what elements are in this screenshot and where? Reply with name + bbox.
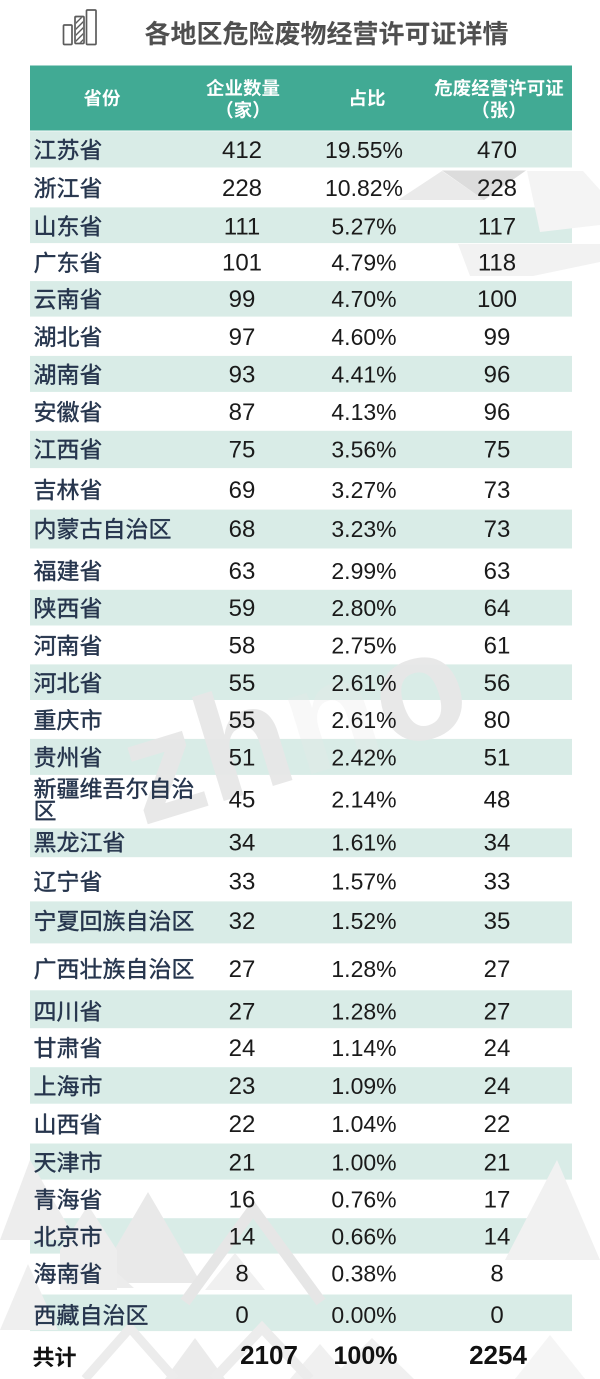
svg-text:35: 35 bbox=[484, 908, 511, 935]
svg-text:4.70%: 4.70% bbox=[331, 286, 396, 312]
svg-text:1.04%: 1.04% bbox=[331, 1111, 396, 1137]
svg-text:80: 80 bbox=[484, 707, 511, 734]
svg-text:2.75%: 2.75% bbox=[331, 633, 396, 659]
svg-text:101: 101 bbox=[222, 250, 262, 277]
svg-text:27: 27 bbox=[484, 998, 511, 1025]
svg-text:24: 24 bbox=[229, 1035, 256, 1062]
svg-text:33: 33 bbox=[484, 869, 511, 896]
svg-text:63: 63 bbox=[229, 558, 256, 585]
svg-text:23: 23 bbox=[229, 1073, 256, 1100]
svg-text:3.56%: 3.56% bbox=[331, 436, 396, 462]
svg-text:64: 64 bbox=[484, 595, 511, 622]
svg-text:22: 22 bbox=[484, 1111, 511, 1138]
svg-text:14: 14 bbox=[484, 1224, 511, 1251]
svg-text:0.76%: 0.76% bbox=[331, 1187, 396, 1213]
svg-text:34: 34 bbox=[229, 829, 256, 856]
svg-text:2107: 2107 bbox=[240, 1340, 298, 1370]
svg-text:69: 69 bbox=[229, 477, 256, 504]
svg-text:228: 228 bbox=[222, 175, 262, 202]
svg-text:75: 75 bbox=[229, 436, 256, 463]
svg-text:0.66%: 0.66% bbox=[331, 1224, 396, 1250]
svg-text:27: 27 bbox=[229, 956, 256, 983]
svg-text:2.80%: 2.80% bbox=[331, 595, 396, 621]
svg-text:21: 21 bbox=[484, 1149, 511, 1176]
svg-text:99: 99 bbox=[229, 286, 256, 313]
svg-text:1.09%: 1.09% bbox=[331, 1073, 396, 1099]
svg-text:21: 21 bbox=[229, 1149, 256, 1176]
svg-text:97: 97 bbox=[229, 324, 256, 351]
svg-text:96: 96 bbox=[484, 399, 511, 426]
svg-text:87: 87 bbox=[229, 399, 256, 426]
svg-text:63: 63 bbox=[484, 558, 511, 585]
svg-text:100: 100 bbox=[477, 286, 517, 313]
svg-text:2.99%: 2.99% bbox=[331, 558, 396, 584]
svg-text:2.14%: 2.14% bbox=[331, 787, 396, 813]
svg-text:100%: 100% bbox=[334, 1342, 398, 1370]
svg-text:5.27%: 5.27% bbox=[331, 213, 396, 239]
svg-text:16: 16 bbox=[229, 1187, 256, 1214]
svg-text:0: 0 bbox=[235, 1302, 248, 1329]
svg-text:2.61%: 2.61% bbox=[331, 707, 396, 733]
svg-text:4.41%: 4.41% bbox=[331, 362, 396, 388]
svg-text:59: 59 bbox=[229, 595, 256, 622]
svg-text:27: 27 bbox=[229, 998, 256, 1025]
svg-text:1.28%: 1.28% bbox=[331, 998, 396, 1024]
svg-text:68: 68 bbox=[229, 516, 256, 543]
svg-text:4.60%: 4.60% bbox=[331, 324, 396, 350]
svg-text:4.13%: 4.13% bbox=[331, 399, 396, 425]
svg-text:32: 32 bbox=[229, 908, 256, 935]
svg-text:10.82%: 10.82% bbox=[325, 175, 403, 201]
svg-text:0: 0 bbox=[490, 1302, 503, 1329]
svg-text:1.61%: 1.61% bbox=[331, 829, 396, 855]
svg-text:33: 33 bbox=[229, 869, 256, 896]
svg-text:55: 55 bbox=[229, 707, 256, 734]
svg-text:19.55%: 19.55% bbox=[325, 137, 403, 163]
svg-text:22: 22 bbox=[229, 1111, 256, 1138]
svg-text:1.00%: 1.00% bbox=[331, 1149, 396, 1175]
svg-text:14: 14 bbox=[229, 1224, 256, 1251]
svg-text:27: 27 bbox=[484, 956, 511, 983]
svg-text:0.00%: 0.00% bbox=[331, 1302, 396, 1328]
svg-text:17: 17 bbox=[484, 1187, 511, 1214]
svg-text:73: 73 bbox=[484, 477, 511, 504]
svg-text:51: 51 bbox=[484, 744, 511, 771]
svg-text:93: 93 bbox=[229, 362, 256, 389]
svg-text:48: 48 bbox=[484, 787, 511, 814]
svg-text:75: 75 bbox=[484, 436, 511, 463]
svg-text:24: 24 bbox=[484, 1073, 511, 1100]
svg-text:1.28%: 1.28% bbox=[331, 956, 396, 982]
svg-text:412: 412 bbox=[222, 137, 262, 164]
svg-text:24: 24 bbox=[484, 1035, 511, 1062]
svg-text:2.61%: 2.61% bbox=[331, 670, 396, 696]
svg-text:2254: 2254 bbox=[469, 1340, 527, 1370]
svg-text:58: 58 bbox=[229, 633, 256, 660]
svg-text:3.23%: 3.23% bbox=[331, 516, 396, 542]
svg-text:34: 34 bbox=[484, 829, 511, 856]
svg-text:117: 117 bbox=[478, 213, 516, 240]
svg-text:1.14%: 1.14% bbox=[331, 1035, 396, 1061]
svg-text:55: 55 bbox=[229, 670, 256, 697]
svg-text:99: 99 bbox=[484, 324, 511, 351]
svg-text:96: 96 bbox=[484, 362, 511, 389]
svg-text:4.79%: 4.79% bbox=[331, 250, 396, 276]
svg-text:111: 111 bbox=[224, 213, 260, 240]
svg-text:118: 118 bbox=[478, 250, 516, 277]
svg-text:45: 45 bbox=[229, 787, 256, 814]
svg-text:470: 470 bbox=[477, 137, 517, 164]
svg-text:51: 51 bbox=[229, 744, 256, 771]
svg-text:1.57%: 1.57% bbox=[331, 869, 396, 895]
svg-text:73: 73 bbox=[484, 516, 511, 543]
svg-text:61: 61 bbox=[484, 633, 511, 660]
svg-text:8: 8 bbox=[490, 1261, 503, 1288]
svg-text:56: 56 bbox=[484, 670, 511, 697]
svg-text:1.52%: 1.52% bbox=[331, 908, 396, 934]
svg-text:228: 228 bbox=[477, 175, 517, 202]
svg-text:8: 8 bbox=[235, 1261, 248, 1288]
svg-text:2.42%: 2.42% bbox=[331, 744, 396, 770]
svg-text:0.38%: 0.38% bbox=[331, 1261, 396, 1287]
svg-text:3.27%: 3.27% bbox=[331, 477, 396, 503]
